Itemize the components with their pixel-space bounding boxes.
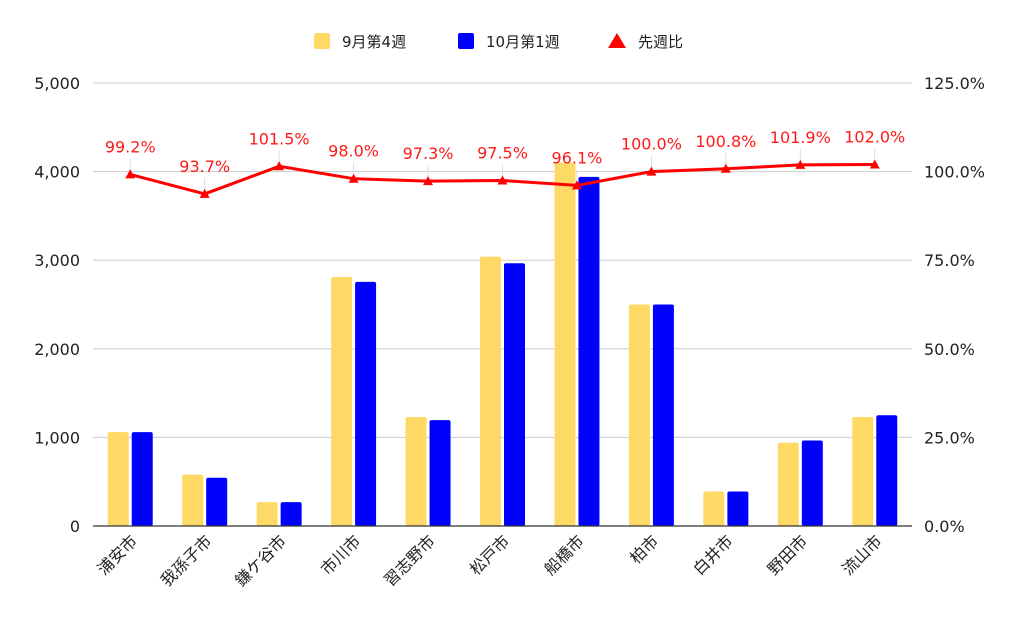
ratio-marker-1 [199,188,210,198]
bar-1-4 [429,420,451,526]
ratio-marker-4 [423,176,434,186]
right-tick-label-1: 25.0% [924,428,975,447]
bar-1-6 [578,176,600,526]
legend-item-oct: 10月第1週 [458,33,560,51]
category-label-2: 鎌ケ谷市 [231,531,290,590]
bar-0-9 [777,442,799,526]
ratio-marker-3 [348,173,359,183]
left-axis: 0 1,000 2,000 3,000 4,000 5,000 [34,74,80,536]
category-label-6: 船橋市 [540,531,587,578]
category-label-3: 市川市 [317,531,364,578]
category-label-10: 流山市 [838,531,885,578]
bar-0-0 [107,432,129,526]
bar-1-2 [280,502,302,526]
legend-label-ratio: 先週比 [638,33,683,51]
bar-1-1 [206,477,228,526]
ratio-marker-0 [125,169,136,179]
legend-swatch-sept [314,33,330,49]
bar-0-4 [405,417,427,526]
ratio-label-2: 101.5% [249,129,310,148]
bar-0-7 [628,304,650,526]
bar-1-3 [355,281,377,526]
bars [107,162,898,527]
left-tick-label-5: 5,000 [34,74,80,93]
right-axis: 0.0% 25.0% 50.0% 75.0% 100.0% 125.0% [924,74,985,536]
ratio-label-0: 99.2% [105,137,156,156]
bar-0-2 [256,502,278,526]
category-axis: 浦安市 我孫子市 鎌ケ谷市 市川市 習志野市 松戸市 船橋市 柏市 白井市 野田市 流山市 [94,531,886,590]
bar-1-8 [727,491,749,526]
bar-0-6 [554,162,576,527]
legend-triangle-icon [608,33,626,48]
bar-0-8 [703,491,725,526]
data-labels: 99.2% 93.7% 101.5% 98.0% 97.3% 97.5% 96.1% 100.… [105,128,905,176]
category-label-1: 我孫子市 [157,531,216,590]
right-tick-label-2: 50.0% [924,340,975,359]
bar-1-9 [801,440,823,526]
ratio-label-1: 93.7% [179,157,230,176]
ratio-label-5: 97.5% [477,143,528,162]
legend-swatch-oct [458,33,474,49]
ratio-marker-9 [795,159,806,169]
legend-item-ratio: 先週比 [608,33,683,51]
bar-1-0 [131,432,153,526]
ratio-marker-7 [646,166,657,176]
left-tick-label-3: 3,000 [34,251,80,270]
gridlines [93,82,912,438]
ratio-label-4: 97.3% [403,144,454,163]
right-tick-label-3: 75.0% [924,251,975,270]
ratio-label-10: 102.0% [844,128,905,147]
left-tick-label-4: 4,000 [34,163,80,182]
ratio-marker-8 [720,163,731,173]
category-label-9: 野田市 [764,531,811,578]
ratio-line [125,148,880,198]
ratio-marker-2 [274,161,285,171]
bar-0-10 [852,417,874,526]
ratio-label-9: 101.9% [770,128,831,147]
category-label-5: 松戸市 [466,531,513,578]
bar-1-5 [504,263,525,526]
legend: 9月第4週 10月第1週 先週比 [314,33,683,51]
ratio-label-3: 98.0% [328,142,379,161]
bar-0-5 [480,256,501,526]
left-tick-label-1: 1,000 [34,428,80,447]
ratio-label-8: 100.8% [695,132,756,151]
right-tick-label-4: 100.0% [924,163,985,182]
bar-1-10 [876,415,898,526]
ratio-label-6: 96.1% [552,148,603,167]
category-label-8: 白井市 [689,531,736,578]
right-tick-label-5: 125.0% [924,74,985,93]
legend-label-oct: 10月第1週 [486,33,560,51]
category-label-0: 浦安市 [94,531,141,578]
bar-0-1 [182,474,204,526]
legend-item-sept: 9月第4週 [314,33,406,51]
bar-1-7 [652,304,674,526]
ratio-marker-6 [571,180,582,190]
legend-label-sept: 9月第4週 [342,33,406,51]
ratio-marker-5 [497,175,508,185]
ratio-marker-10 [869,159,880,169]
category-label-4: 習志野市 [380,531,439,590]
right-tick-label-0: 0.0% [924,517,965,536]
category-label-7: 柏市 [626,531,662,567]
left-tick-label-0: 0 [70,517,80,536]
bar-0-3 [331,277,353,526]
left-tick-label-2: 2,000 [34,340,80,359]
ratio-label-7: 100.0% [621,135,682,154]
